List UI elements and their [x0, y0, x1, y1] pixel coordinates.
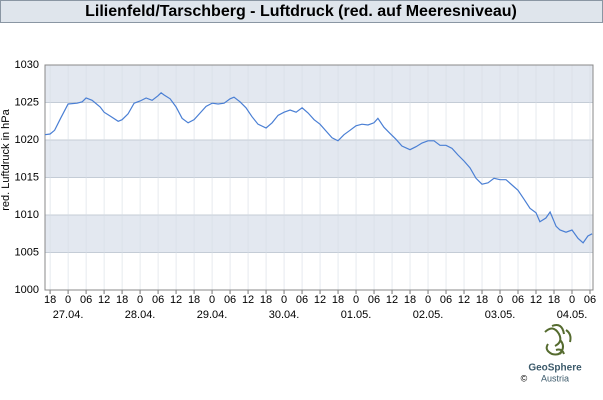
date-label: 28.04. [125, 309, 156, 321]
date-label: 04.05. [557, 309, 588, 321]
x-tick-label: 06 [224, 294, 236, 306]
x-tick-label: 18 [548, 294, 560, 306]
x-tick-label: 06 [80, 294, 92, 306]
band [45, 215, 593, 253]
logo-name: GeoSphere [528, 363, 582, 374]
x-tick-label: 06 [440, 294, 452, 306]
x-tick-label: 0 [209, 294, 215, 306]
logo: GeoSphere Austria © [521, 324, 582, 383]
y-tick-label: 1000 [15, 284, 39, 296]
x-tick-label: 12 [386, 294, 398, 306]
x-tick-label: 12 [314, 294, 326, 306]
x-tick-label: 0 [65, 294, 71, 306]
y-tick-label: 1015 [15, 171, 39, 183]
date-label: 01.05. [341, 309, 372, 321]
x-tick-label: 18 [116, 294, 128, 306]
x-tick-label: 18 [332, 294, 344, 306]
y-tick-label: 1020 [15, 134, 39, 146]
x-tick-label: 18 [44, 294, 56, 306]
x-tick-label: 18 [188, 294, 200, 306]
x-tick-label: 06 [296, 294, 308, 306]
plot-border [44, 64, 594, 291]
x-tick-label: 0 [425, 294, 431, 306]
x-tick-label: 0 [497, 294, 503, 306]
date-label: 03.05. [485, 309, 516, 321]
x-tick-label: 12 [530, 294, 542, 306]
y-tick-label: 1030 [15, 59, 39, 71]
data-line [44, 92, 593, 244]
x-tick-label: 0 [137, 294, 143, 306]
x-tick-label: 06 [584, 294, 596, 306]
chart-title: Lilienfeld/Tarschberg - Luftdruck (red. … [85, 3, 517, 20]
x-tick-label: 18 [404, 294, 416, 306]
x-tick-label: 06 [512, 294, 524, 306]
x-tick-label: 12 [242, 294, 254, 306]
y-tick-label: 1025 [15, 96, 39, 108]
x-tick-label: 12 [458, 294, 470, 306]
x-tick-label: 0 [353, 294, 359, 306]
x-tick-label: 12 [98, 294, 110, 306]
date-label: 29.04. [197, 309, 228, 321]
date-label: 02.05. [413, 309, 444, 321]
x-tick-label: 0 [569, 294, 575, 306]
date-label: 27.04. [53, 309, 84, 321]
copyright: © [521, 373, 528, 383]
x-tick-label: 06 [368, 294, 380, 306]
y-tick-label: 1010 [15, 209, 39, 221]
band [45, 65, 593, 103]
x-tick-label: 06 [152, 294, 164, 306]
x-tick-label: 12 [170, 294, 182, 306]
band [45, 140, 593, 178]
x-tick-label: 18 [260, 294, 272, 306]
y-tick-label: 1005 [15, 246, 39, 258]
date-label: 30.04. [269, 309, 300, 321]
logo-subtitle: Austria [541, 373, 569, 383]
plot-area: 1000 1005 1010 1015 1020 1025 1030 18 0 06 12 18 0 06… [0, 59, 596, 321]
x-tick-label: 18 [476, 294, 488, 306]
x-tick-label: 0 [281, 294, 287, 306]
y-axis-label: red. Luftdruck in hPa [0, 108, 12, 210]
